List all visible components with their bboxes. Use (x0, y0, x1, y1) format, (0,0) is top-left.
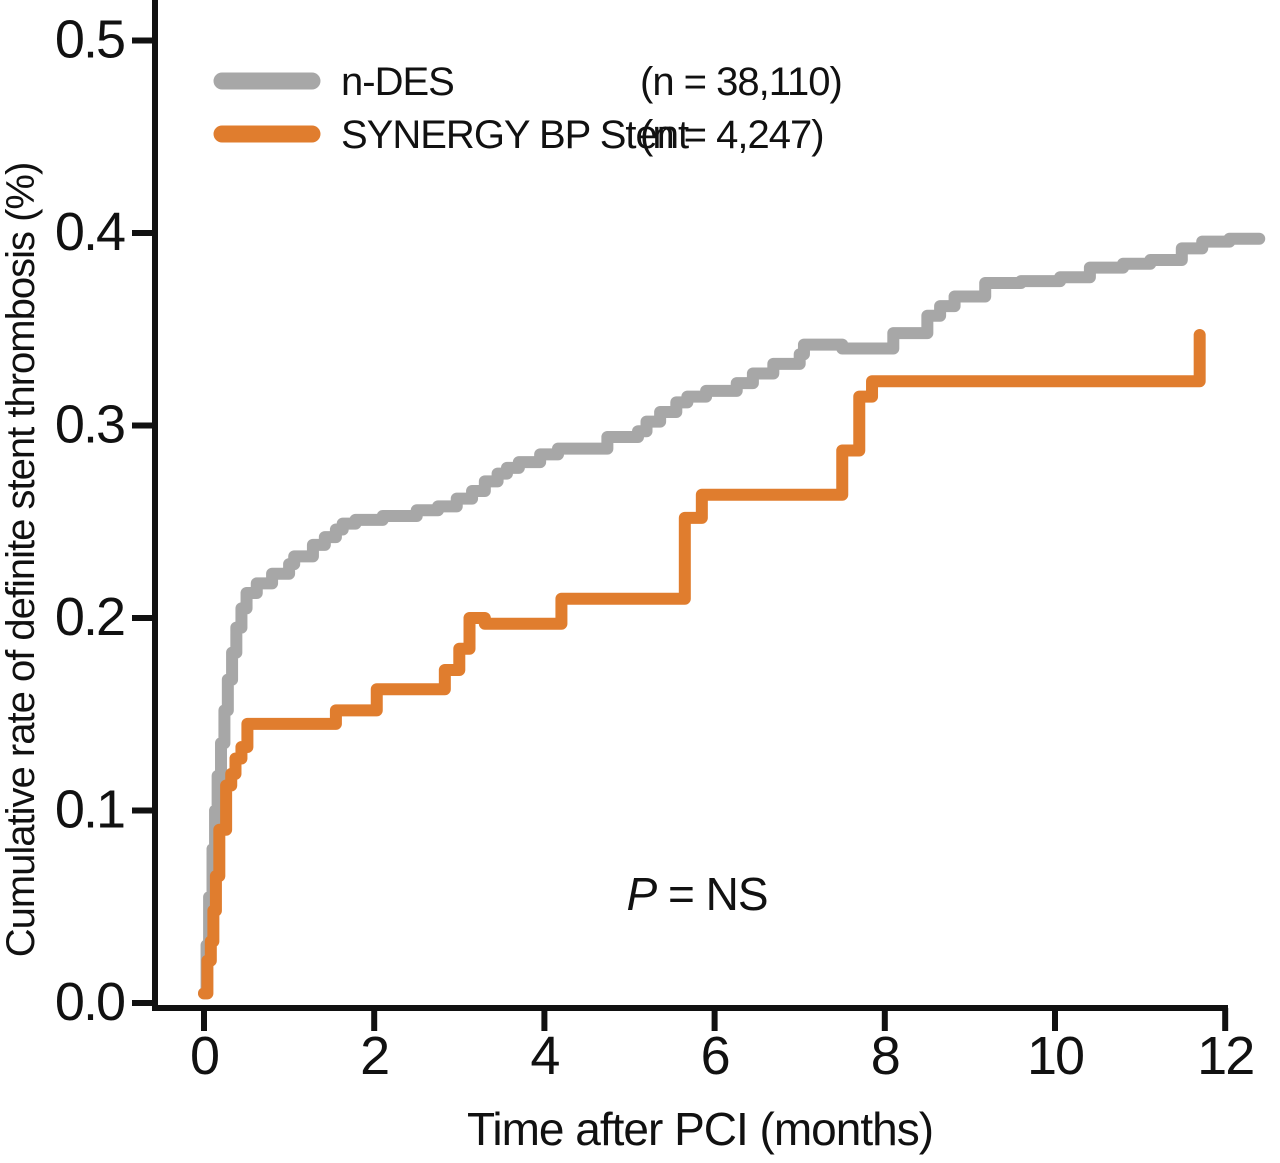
x-tick-label: 2 (360, 1026, 388, 1086)
x-tick-label: 12 (1197, 1026, 1253, 1086)
x-tick-label: 6 (701, 1026, 729, 1086)
x-axis-title: Time after PCI (months) (467, 1103, 933, 1155)
curves (198, 232, 1266, 1000)
y-tick-label: 0.4 (55, 202, 125, 262)
x-tick-label: 8 (871, 1026, 899, 1086)
p-value-symbol: P (626, 868, 657, 920)
y-axis-ticks: 0.0 0.1 0.2 0.3 0.4 0.5 (55, 10, 155, 1032)
p-value-annotation: P = NS (626, 868, 767, 920)
y-axis-title: Cumulative rate of definite stent thromb… (0, 163, 43, 958)
legend: n-DES (n = 38,110) SYNERGY BP Stent(n = 4,… (213, 60, 843, 157)
x-tick-label: 10 (1027, 1026, 1083, 1086)
legend-series-label: SYNERGY BP Stent (341, 113, 689, 157)
legend-series-count: (n = 4,247) (640, 113, 824, 157)
y-tick-label: 0.3 (55, 395, 124, 455)
y-tick-label: 0.5 (55, 10, 124, 70)
y-tick-label: 0.2 (55, 587, 124, 647)
curve-n-des (198, 232, 1266, 1000)
curve-synergy-bp-stent (198, 329, 1206, 1000)
p-value-text: = NS (656, 868, 767, 920)
x-tick-label: 4 (530, 1026, 559, 1086)
legend-series-label: n-DES (341, 60, 454, 104)
y-tick-label: 0.0 (55, 972, 124, 1032)
y-tick-label: 0.1 (55, 780, 124, 840)
x-axis-ticks: 0 2 4 6 8 10 12 (190, 1008, 1255, 1086)
legend-series-count: (n = 38,110) (640, 60, 842, 104)
x-tick-label: 0 (190, 1026, 218, 1086)
